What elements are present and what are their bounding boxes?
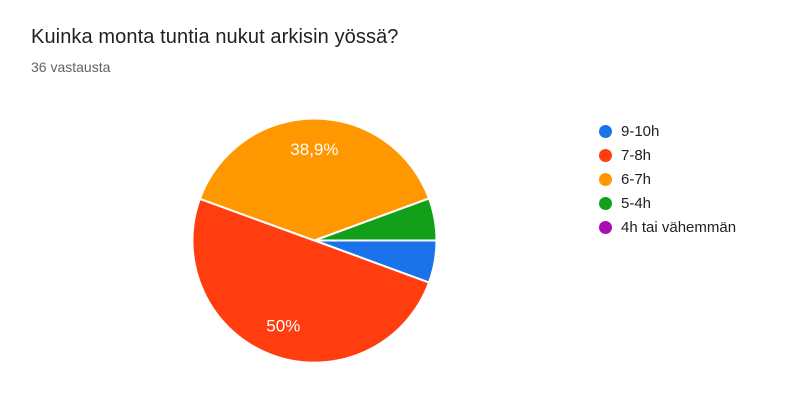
legend-item-6-7h: 6-7h (599, 167, 736, 191)
legend-item-5-4h: 5-4h (599, 191, 736, 215)
chart-legend: 9-10h 7-8h 6-7h 5-4h 4h tai vähemmän (599, 119, 736, 239)
legend-color-dot-icon (599, 196, 612, 210)
legend-item-label: 7-8h (621, 146, 652, 164)
legend-item-7-8h: 7-8h (599, 143, 736, 167)
response-count: 36 vastausta (31, 59, 111, 75)
legend-item-label: 5-4h (621, 194, 652, 212)
legend-item-4h-tai-v-hemm-n: 4h tai vähemmän (599, 215, 736, 239)
legend-item-label: 6-7h (621, 170, 652, 188)
legend-color-dot-icon (599, 220, 612, 234)
legend-item-label: 4h tai vähemmän (621, 218, 737, 236)
pie-slice-percentage-label: 38,9% (290, 140, 338, 159)
legend-item-label: 9-10h (621, 122, 660, 140)
pie-slice-7-8h[interactable] (191, 197, 431, 364)
legend-item-9-10h: 9-10h (599, 119, 736, 143)
question-title: Kuinka monta tuntia nukut arkisin yössä? (31, 26, 399, 48)
pie-slice-percentage-label: 50% (266, 316, 300, 335)
legend-color-dot-icon (599, 124, 612, 138)
legend-color-dot-icon (599, 172, 612, 186)
pie-slice-5-4h[interactable] (313, 197, 438, 242)
legend-color-dot-icon (599, 148, 612, 162)
pie-slice-6-7h[interactable] (198, 117, 431, 242)
